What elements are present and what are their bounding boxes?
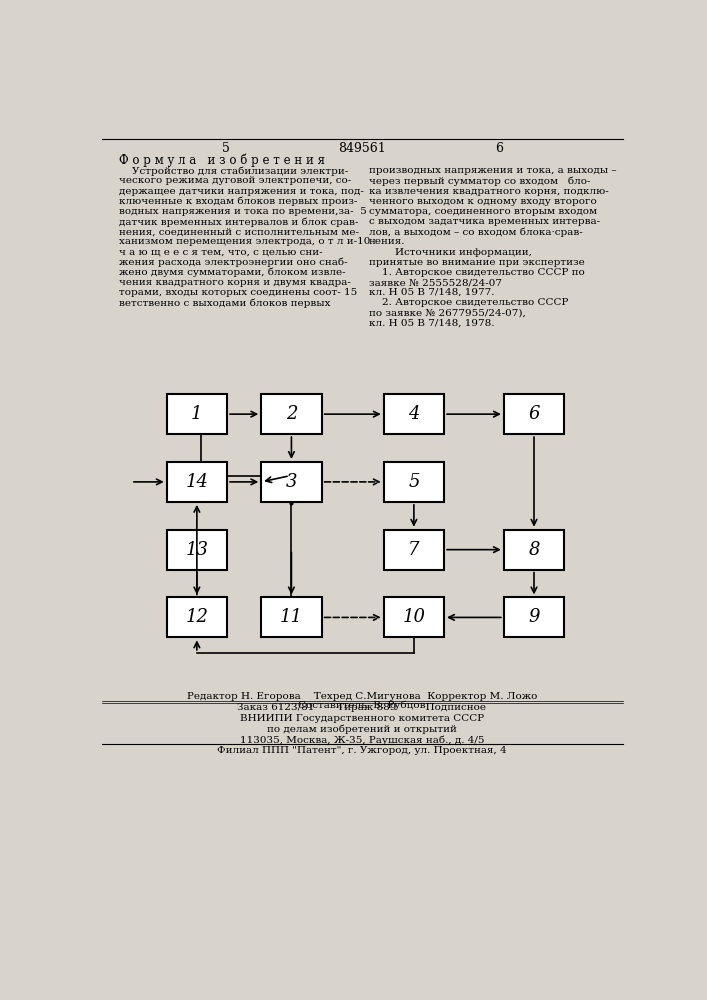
Text: через первый сумматор со входом   бло-: через первый сумматор со входом бло- bbox=[369, 176, 590, 186]
Text: 4: 4 bbox=[408, 405, 420, 423]
Text: ветственно с выходами блоков первых: ветственно с выходами блоков первых bbox=[119, 298, 331, 308]
Text: сумматора, соединенного вторым входом: сумматора, соединенного вторым входом bbox=[369, 207, 597, 216]
Text: 5: 5 bbox=[408, 473, 420, 491]
Text: с выходом задатчика временных интерва-: с выходом задатчика временных интерва- bbox=[369, 217, 600, 226]
Text: принятые во внимание при экспертизе: принятые во внимание при экспертизе bbox=[369, 258, 585, 267]
Text: 5: 5 bbox=[221, 142, 230, 155]
Bar bbox=[167, 462, 227, 502]
Text: Редактор Н. Егорова    Техред С.Мигунова  Корректор М. Ложо: Редактор Н. Егорова Техред С.Мигунова Ко… bbox=[187, 692, 537, 701]
Bar bbox=[261, 462, 322, 502]
Text: 13: 13 bbox=[185, 541, 209, 559]
Bar bbox=[167, 597, 227, 637]
Text: 6: 6 bbox=[495, 142, 503, 155]
Text: кл. Н 05 В 7/148, 1978.: кл. Н 05 В 7/148, 1978. bbox=[369, 319, 494, 328]
Text: Устройство для стабилизации электри-: Устройство для стабилизации электри- bbox=[119, 166, 349, 176]
Text: ВНИИПИ Государственного комитета СССР: ВНИИПИ Государственного комитета СССР bbox=[240, 714, 484, 723]
Text: ка извлечения квадратного корня, подклю-: ка извлечения квадратного корня, подклю- bbox=[369, 187, 609, 196]
Text: держащее датчики напряжения и тока, под-: держащее датчики напряжения и тока, под- bbox=[119, 187, 364, 196]
Text: 1. Авторское свидетельство СССР по: 1. Авторское свидетельство СССР по bbox=[369, 268, 585, 277]
Text: кл. Н 05 В 7/148, 1977.: кл. Н 05 В 7/148, 1977. bbox=[369, 288, 494, 297]
Text: 9: 9 bbox=[528, 608, 539, 626]
Text: 14: 14 bbox=[185, 473, 209, 491]
Text: лов, а выходом – со входом блока·срав-: лов, а выходом – со входом блока·срав- bbox=[369, 227, 583, 237]
Bar bbox=[504, 394, 564, 434]
Text: Ф о р м у л а   и з о б р е т е н и я: Ф о р м у л а и з о б р е т е н и я bbox=[119, 153, 325, 167]
Text: 849561: 849561 bbox=[338, 142, 386, 155]
Text: нения, соединенный с исполнительным ме-: нения, соединенный с исполнительным ме- bbox=[119, 227, 359, 236]
Text: нения.: нения. bbox=[369, 237, 405, 246]
Bar bbox=[504, 597, 564, 637]
Bar bbox=[384, 530, 444, 570]
Text: датчик временных интервалов и блок срав-: датчик временных интервалов и блок срав- bbox=[119, 217, 358, 227]
Bar bbox=[504, 530, 564, 570]
Text: ческого режима дуговой электропечи, со-: ческого режима дуговой электропечи, со- bbox=[119, 176, 351, 185]
Text: чения квадратного корня и двумя квадра-: чения квадратного корня и двумя квадра- bbox=[119, 278, 351, 287]
Text: производных напряжения и тока, а выходы –: производных напряжения и тока, а выходы … bbox=[369, 166, 617, 175]
Text: 8: 8 bbox=[528, 541, 539, 559]
Text: ханизмом перемещения электрода, о т л и-10: ханизмом перемещения электрода, о т л и-… bbox=[119, 237, 370, 246]
Text: жения расхода электроэнергии оно снаб-: жения расхода электроэнергии оно снаб- bbox=[119, 258, 348, 267]
Text: 12: 12 bbox=[185, 608, 209, 626]
Text: 2: 2 bbox=[286, 405, 297, 423]
Bar bbox=[261, 394, 322, 434]
Text: торами, входы которых соединены соот- 15: торами, входы которых соединены соот- 15 bbox=[119, 288, 358, 297]
Text: водных напряжения и тока по времени,за-  5: водных напряжения и тока по времени,за- … bbox=[119, 207, 367, 216]
Bar bbox=[384, 597, 444, 637]
Text: по делам изобретений и открытий: по делам изобретений и открытий bbox=[267, 724, 457, 734]
Text: ченного выходом к одному входу второго: ченного выходом к одному входу второго bbox=[369, 197, 597, 206]
Bar bbox=[261, 597, 322, 637]
Text: Составитель  В. Рубцов: Составитель В. Рубцов bbox=[298, 701, 426, 710]
Text: 113035, Москва, Ж-35, Раушская наб., д. 4/5: 113035, Москва, Ж-35, Раушская наб., д. … bbox=[240, 735, 484, 745]
Text: 1: 1 bbox=[191, 405, 203, 423]
Text: заявке № 2555528/24-07: заявке № 2555528/24-07 bbox=[369, 278, 502, 287]
Text: 11: 11 bbox=[280, 608, 303, 626]
Text: Филиал ППП "Патент", г. Ужгород, ул. Проектная, 4: Филиал ППП "Патент", г. Ужгород, ул. Про… bbox=[217, 746, 507, 755]
Bar bbox=[167, 530, 227, 570]
Text: жено двумя сумматорами, блоком извле-: жено двумя сумматорами, блоком извле- bbox=[119, 268, 346, 277]
Text: по заявке № 2677955/24-07),: по заявке № 2677955/24-07), bbox=[369, 308, 526, 317]
Text: Заказ 6123/81       Тираж 889         Подписное: Заказ 6123/81 Тираж 889 Подписное bbox=[238, 703, 486, 712]
Text: 7: 7 bbox=[408, 541, 420, 559]
Bar bbox=[384, 394, 444, 434]
Text: 6: 6 bbox=[528, 405, 539, 423]
Text: Источники информации,: Источники информации, bbox=[369, 248, 532, 257]
Text: 10: 10 bbox=[402, 608, 426, 626]
Bar bbox=[384, 462, 444, 502]
Text: ч а ю щ е е с я тем, что, с целью сни-: ч а ю щ е е с я тем, что, с целью сни- bbox=[119, 248, 323, 257]
Text: ключенные к входам блоков первых произ-: ключенные к входам блоков первых произ- bbox=[119, 197, 358, 206]
Text: 3: 3 bbox=[286, 473, 297, 491]
Text: 2. Авторское свидетельство СССР: 2. Авторское свидетельство СССР bbox=[369, 298, 568, 307]
Bar bbox=[167, 394, 227, 434]
